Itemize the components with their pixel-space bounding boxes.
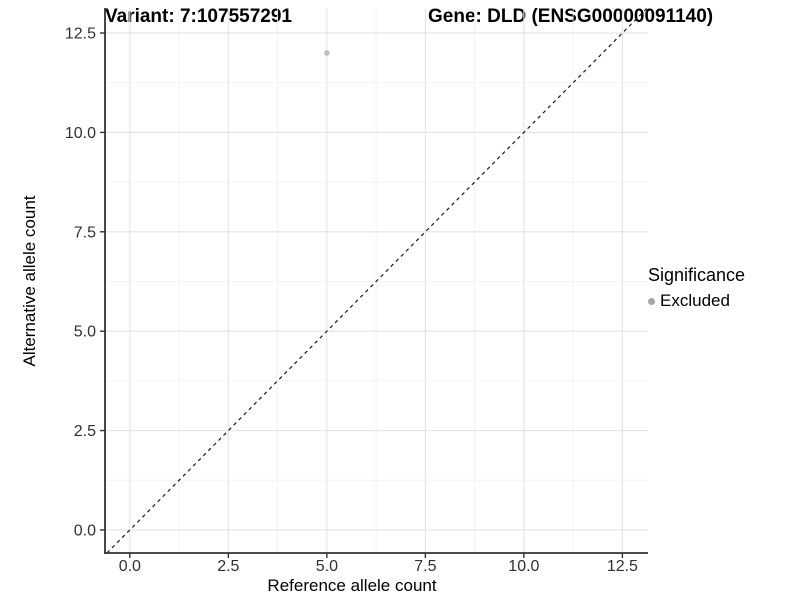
legend-point-icon: [648, 297, 655, 305]
legend-title: Significance: [648, 265, 746, 285]
x-tick-label: 7.5: [414, 558, 436, 575]
y-axis-title: Alternative allele count: [20, 195, 39, 367]
y-tick-label: 5.0: [74, 324, 96, 341]
data-point: [324, 50, 330, 56]
x-tick-label: 12.5: [607, 558, 638, 575]
plot-title-gene: Gene: DLD (ENSG00000091140): [428, 6, 714, 27]
plot-title-variant: Variant: 7:107557291: [105, 6, 292, 27]
y-tick-label: 10.0: [65, 125, 96, 142]
legend-item-excluded: Excluded: [648, 291, 745, 311]
y-tick-label: 0.0: [74, 522, 96, 539]
x-axis-title: Reference allele count: [267, 576, 437, 595]
x-tick-label: 2.5: [217, 558, 239, 575]
y-tick-label: 2.5: [74, 423, 96, 440]
x-tick-label: 10.0: [508, 558, 539, 575]
x-tick-label: 0.0: [119, 558, 141, 575]
y-tick-label: 12.5: [65, 26, 96, 43]
legend: Significance Excluded: [648, 265, 745, 311]
x-tick-label: 5.0: [316, 558, 338, 575]
y-tick-label: 7.5: [74, 224, 96, 241]
identity-dashed-line: [106, 7, 648, 554]
legend-item-label: Excluded: [660, 291, 730, 310]
